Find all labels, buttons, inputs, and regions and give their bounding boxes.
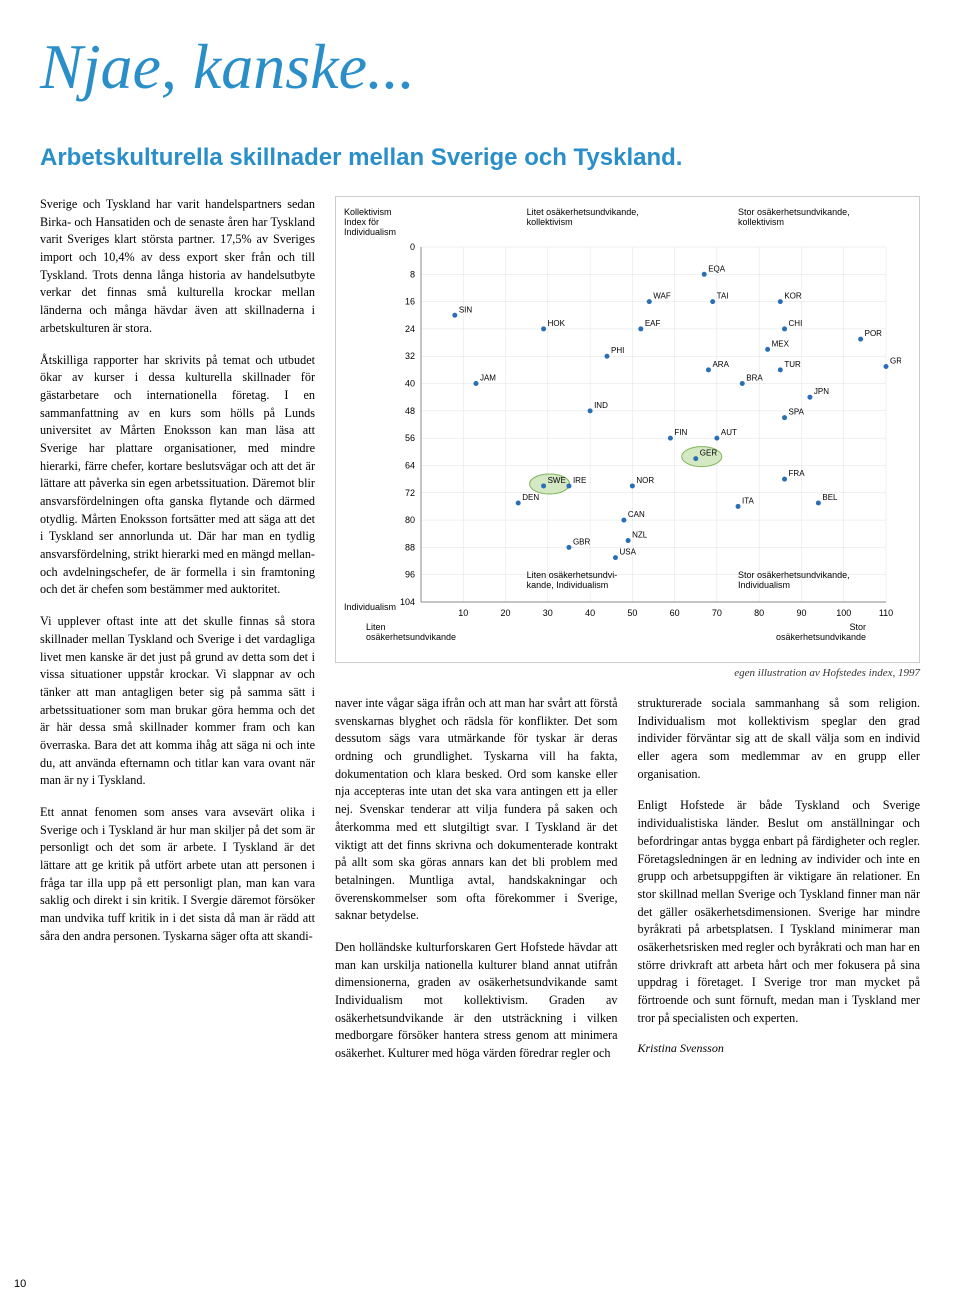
svg-text:Liten osäkerhetsundvi-kande, I: Liten osäkerhetsundvi-kande, Individuali… xyxy=(527,570,618,590)
svg-text:TUR: TUR xyxy=(784,360,801,369)
svg-text:TAI: TAI xyxy=(717,292,729,301)
svg-text:WAF: WAF xyxy=(653,292,671,301)
svg-text:104: 104 xyxy=(400,597,415,607)
svg-text:DEN: DEN xyxy=(522,493,539,502)
svg-text:IND: IND xyxy=(594,401,608,410)
paragraph: Den holländske kulturforskaren Gert Hofs… xyxy=(335,939,618,1063)
svg-text:80: 80 xyxy=(754,608,764,618)
svg-text:MEX: MEX xyxy=(772,339,790,348)
svg-text:CHI: CHI xyxy=(789,319,803,328)
svg-text:72: 72 xyxy=(405,488,415,498)
svg-text:HOK: HOK xyxy=(548,319,566,328)
paragraph: Åtskilliga rapporter har skrivits på tem… xyxy=(40,352,315,600)
paragraph: Vi upplever oftast inte att det skulle f… xyxy=(40,613,315,790)
svg-text:GER: GER xyxy=(700,449,718,458)
svg-text:60: 60 xyxy=(670,608,680,618)
svg-text:USA: USA xyxy=(619,548,636,557)
svg-text:CAN: CAN xyxy=(628,510,645,519)
paragraph: Enligt Hofstede är både Tyskland och Sve… xyxy=(638,797,921,1027)
svg-text:BEL: BEL xyxy=(822,493,838,502)
svg-text:JAM: JAM xyxy=(480,374,496,383)
paragraph: naver inte vågar säga ifrån och att man … xyxy=(335,695,618,925)
right-column: 0 8 16 24 32 40 48 56 64 72 80 88 96 104 10 20 30 40 50 60 7… xyxy=(335,196,920,1077)
svg-text:GRE: GRE xyxy=(890,356,901,365)
author-byline: Kristina Svensson xyxy=(638,1041,921,1056)
svg-text:80: 80 xyxy=(405,515,415,525)
lower-col-2: strukturerade sociala sammanhang så som … xyxy=(638,695,921,1077)
svg-text:40: 40 xyxy=(585,608,595,618)
subtitle: Arbetskulturella skillnader mellan Sveri… xyxy=(40,144,920,172)
paragraph: strukturerade sociala sammanhang så som … xyxy=(638,695,921,783)
paragraph: Ett annat fenomen som anses vara avsevär… xyxy=(40,804,315,946)
page-title: Njae, kanske... xyxy=(40,30,920,104)
hofstede-scatter-chart: 0 8 16 24 32 40 48 56 64 72 80 88 96 104 10 20 30 40 50 60 7… xyxy=(335,196,920,663)
svg-text:20: 20 xyxy=(501,608,511,618)
svg-text:16: 16 xyxy=(405,297,415,307)
svg-text:88: 88 xyxy=(405,542,415,552)
svg-text:24: 24 xyxy=(405,324,415,334)
svg-text:40: 40 xyxy=(405,379,415,389)
svg-text:90: 90 xyxy=(796,608,806,618)
svg-text:AUT: AUT xyxy=(721,428,737,437)
svg-text:70: 70 xyxy=(712,608,722,618)
left-column: Sverige och Tyskland har varit handelspa… xyxy=(40,196,315,1077)
svg-text:BRA: BRA xyxy=(746,374,763,383)
svg-text:KOR: KOR xyxy=(784,292,802,301)
svg-text:PHI: PHI xyxy=(611,346,624,355)
content-area: Sverige och Tyskland har varit handelspa… xyxy=(40,196,920,1077)
svg-text:48: 48 xyxy=(405,406,415,416)
svg-text:FIN: FIN xyxy=(674,428,687,437)
svg-text:IRE: IRE xyxy=(573,476,586,485)
svg-text:32: 32 xyxy=(405,351,415,361)
svg-text:56: 56 xyxy=(405,433,415,443)
svg-text:EQA: EQA xyxy=(708,264,726,273)
svg-text:100: 100 xyxy=(836,608,851,618)
chart-caption: egen illustration av Hofstedes index, 19… xyxy=(335,667,920,679)
svg-text:ITA: ITA xyxy=(742,496,755,505)
svg-text:POR: POR xyxy=(865,329,883,338)
svg-text:64: 64 xyxy=(405,460,415,470)
page-number: 10 xyxy=(14,1278,26,1290)
svg-text:96: 96 xyxy=(405,570,415,580)
svg-text:JPN: JPN xyxy=(814,387,829,396)
paragraph: Sverige och Tyskland har varit handelspa… xyxy=(40,196,315,338)
svg-text:NZL: NZL xyxy=(632,531,648,540)
svg-text:8: 8 xyxy=(410,269,415,279)
svg-text:SIN: SIN xyxy=(459,305,473,314)
svg-text:10: 10 xyxy=(458,608,468,618)
svg-text:NOR: NOR xyxy=(636,476,654,485)
svg-text:0: 0 xyxy=(410,242,415,252)
svg-text:GBR: GBR xyxy=(573,537,591,546)
lower-col-1: naver inte vågar säga ifrån och att man … xyxy=(335,695,618,1077)
lower-columns: naver inte vågar säga ifrån och att man … xyxy=(335,695,920,1077)
svg-text:FRA: FRA xyxy=(789,469,806,478)
svg-text:110: 110 xyxy=(879,608,893,618)
svg-text:ARA: ARA xyxy=(712,360,729,369)
svg-text:Individualism: Individualism xyxy=(344,602,396,612)
svg-text:SPA: SPA xyxy=(789,408,805,417)
svg-text:EAF: EAF xyxy=(645,319,661,328)
svg-text:30: 30 xyxy=(543,608,553,618)
svg-text:50: 50 xyxy=(627,608,637,618)
svg-text:SWE: SWE xyxy=(548,476,566,485)
